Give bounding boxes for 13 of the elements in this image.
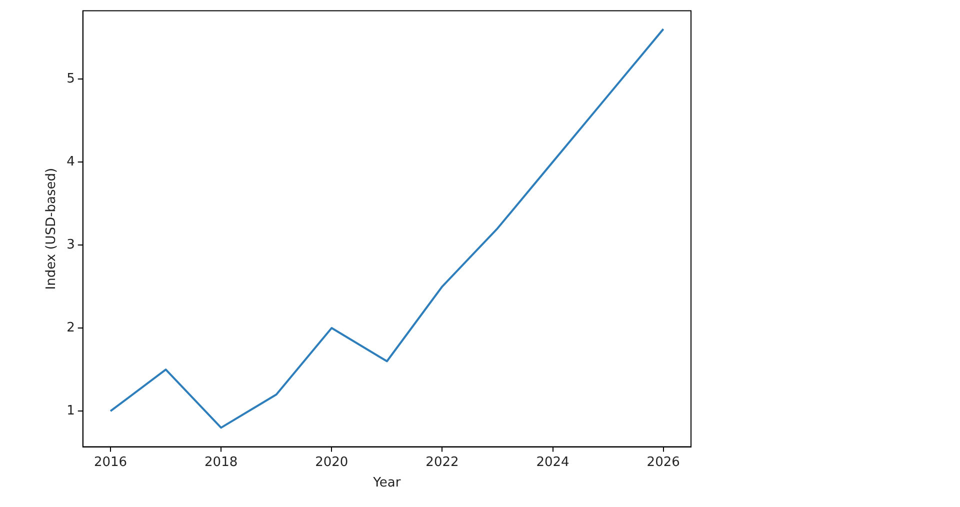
- x-tick-label: 2024: [536, 454, 570, 470]
- x-axis-title: Year: [372, 476, 402, 491]
- y-axis-title: Index (USD-based): [44, 168, 60, 290]
- x-tick-label: 2022: [426, 454, 459, 470]
- y-tick-label: 5: [66, 71, 75, 86]
- x-tick-label: 2020: [315, 454, 348, 470]
- y-tick-label: 2: [66, 320, 75, 336]
- x-tick-label: 2018: [204, 454, 238, 470]
- y-tick-label: 4: [66, 154, 75, 170]
- y-tick-label: 1: [66, 403, 75, 418]
- x-tick-label: 2026: [646, 454, 680, 470]
- y-tick-label: 3: [66, 237, 75, 252]
- x-tick-label: 2016: [94, 454, 128, 470]
